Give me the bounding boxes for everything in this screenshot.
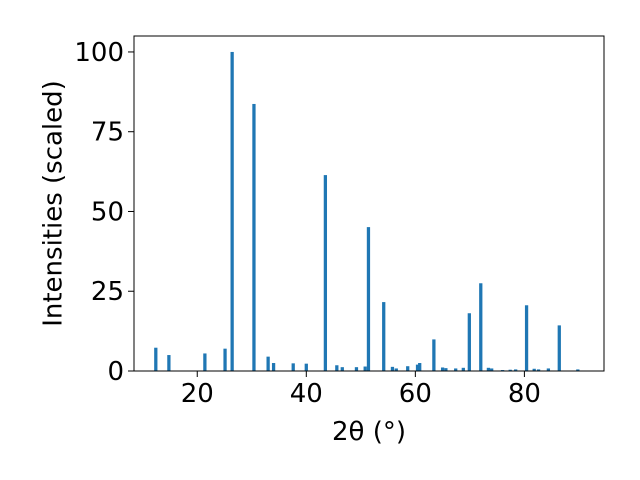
bars-group — [154, 51, 580, 372]
bar — [524, 305, 529, 371]
bar — [266, 356, 270, 371]
bar — [432, 339, 436, 371]
y-tick-label: 0 — [107, 357, 124, 387]
bar — [508, 369, 512, 371]
x-axis: 20 40 60 80 — [181, 371, 541, 409]
bar — [390, 366, 395, 371]
bar — [486, 367, 491, 371]
bar — [167, 355, 171, 371]
y-tick-label: 25 — [91, 277, 124, 307]
bar — [323, 175, 328, 371]
bar — [557, 325, 561, 371]
bar — [223, 348, 227, 371]
bar — [382, 302, 386, 371]
x-tick-label: 40 — [290, 379, 323, 409]
bar — [271, 363, 276, 371]
bar — [415, 364, 420, 371]
bar — [335, 365, 339, 371]
bar — [418, 363, 422, 371]
y-axis-label: Intensities (scaled) — [39, 80, 69, 327]
x-axis-label: 2θ (°) — [332, 417, 406, 447]
y-tick-label: 50 — [91, 197, 124, 227]
y-axis: 0 25 50 75 100 — [74, 38, 134, 387]
bar — [363, 366, 367, 371]
bar — [252, 103, 256, 372]
bar — [154, 347, 158, 371]
bar — [340, 367, 344, 371]
x-tick-label: 60 — [399, 379, 432, 409]
bar — [366, 227, 371, 371]
bar — [461, 367, 465, 371]
bar — [406, 366, 410, 371]
bar — [490, 368, 494, 371]
bar — [576, 369, 580, 371]
bar — [536, 369, 541, 371]
bar — [304, 363, 308, 371]
bar — [444, 368, 448, 371]
bar — [230, 51, 234, 371]
bar — [203, 353, 207, 371]
bar — [479, 283, 483, 371]
bar — [514, 369, 518, 371]
bar — [354, 367, 359, 371]
bar — [467, 313, 471, 371]
x-tick-label: 20 — [181, 379, 214, 409]
bar — [394, 368, 398, 371]
bar — [532, 368, 536, 371]
bar — [291, 363, 295, 371]
bar — [454, 368, 458, 371]
bar — [440, 367, 445, 371]
plot-frame — [133, 35, 605, 372]
y-tick-label: 75 — [91, 118, 124, 148]
x-tick-label: 80 — [508, 379, 541, 409]
y-tick-label: 100 — [74, 38, 124, 68]
bar — [546, 368, 551, 371]
